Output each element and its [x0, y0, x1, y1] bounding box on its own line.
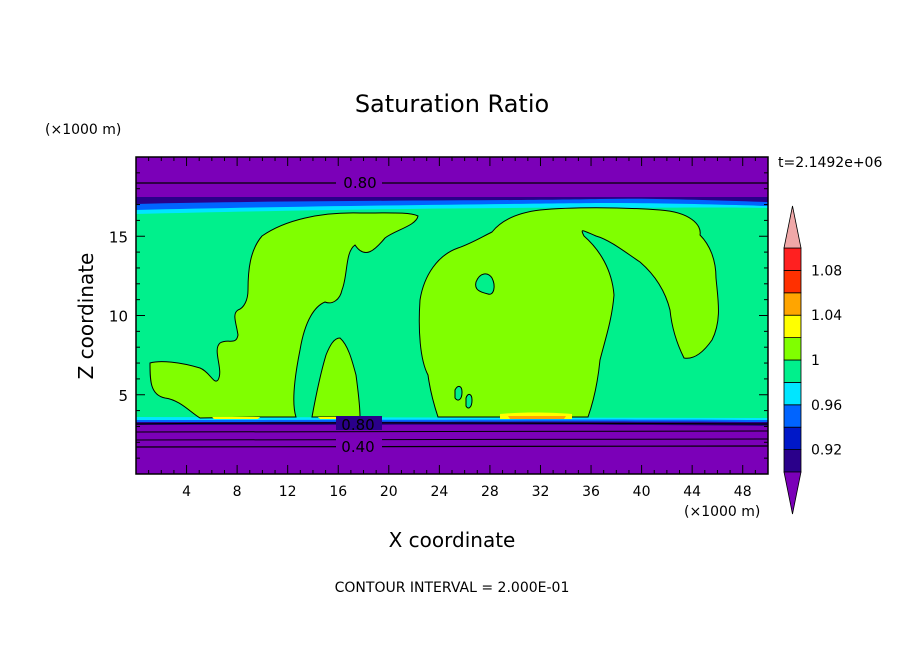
x-tick-label: 12: [279, 484, 297, 500]
x-unit-label: (×1000 m): [684, 504, 760, 520]
colorbar-swatch: [783, 269, 802, 294]
cloud-hole-small-2: [465, 393, 473, 409]
x-tick-label: 44: [683, 484, 701, 500]
stratosphere-edge-cyan: [136, 203, 768, 214]
colorbar-swatch: [783, 449, 802, 473]
colorbar-tick-label: 0.96: [811, 398, 842, 414]
orange-patch-right: [508, 416, 566, 419]
colorbar-tick-label: 0.92: [811, 443, 842, 459]
contour-label-lower-1: 0.80: [341, 416, 374, 434]
contour-label-stratosphere: 0.80: [343, 174, 376, 192]
x-tick-label: 36: [582, 484, 600, 500]
contour-label-bg-1: [336, 173, 382, 191]
colorbar-swatch: [783, 426, 802, 451]
x-tick-label: 24: [430, 484, 448, 500]
colorbar-tick-label: 1: [811, 353, 820, 369]
colorbar-swatch: [783, 337, 802, 361]
cloud-hole-small: [454, 385, 463, 401]
y-unit-label: (×1000 m): [45, 122, 121, 138]
y-axis-ticks: 5 10 15: [109, 156, 768, 475]
colorbar-tick-label: 1.08: [811, 263, 842, 279]
colorbar-swatch: [783, 247, 802, 271]
contour-label-bg-3: [336, 438, 382, 454]
x-tick-label: 32: [532, 484, 550, 500]
colorbar-swatch: [783, 404, 802, 428]
contour-line-lower-1: [135, 422, 769, 425]
x-tick-label: 20: [380, 484, 398, 500]
contour-interval-footer: CONTOUR INTERVAL = 2.000E-01: [335, 580, 570, 596]
x-axis-label: X coordinate: [389, 528, 516, 552]
time-label: t=2.1492e+06: [778, 155, 882, 171]
colorbar-swatch: [783, 381, 802, 406]
lower-edge-cyan: [136, 417, 768, 420]
y-tick-label: 10: [109, 308, 128, 326]
cloud-region-left: [149, 212, 419, 419]
contour-label-bg-2: [336, 416, 382, 430]
x-tick-label: 28: [481, 484, 499, 500]
lower-dry-layer: [136, 421, 768, 474]
colorbar-lower-arrow: [783, 471, 802, 515]
colorbar-swatch: [783, 292, 802, 316]
x-tick-label: 48: [734, 484, 752, 500]
contour-label-lower-2: 0.40: [341, 438, 374, 456]
y-tick-label: 15: [109, 228, 128, 246]
y-axis-label: Z coordinate: [74, 253, 98, 380]
cloud-region-centre: [311, 337, 361, 418]
x-tick-label: 8: [233, 484, 242, 500]
y-tick-label: 5: [118, 387, 128, 405]
colorbar: 0.92 0.96 1 1.04 1.08: [783, 205, 842, 515]
colorbar-swatch: [783, 359, 802, 383]
yellow-patch-left: [212, 417, 260, 419]
x-tick-label: 4: [182, 484, 191, 500]
x-tick-label: 16: [329, 484, 347, 500]
colorbar-tick-label: 1.04: [811, 308, 842, 324]
x-tick-label: 40: [633, 484, 651, 500]
chart-title: Saturation Ratio: [355, 90, 549, 118]
cloud-hole: [475, 273, 495, 295]
cloud-region-main: [418, 207, 719, 418]
contour-line-lower-4: [135, 445, 769, 448]
x-axis-ticks: 4 8 12 16 20 24 28 32 36 40 44 48: [135, 157, 769, 500]
colorbar-swatch: [783, 314, 802, 339]
colorbar-upper-arrow: [783, 205, 802, 249]
plot-area: 0.80 0.80 0.40: [135, 157, 769, 474]
